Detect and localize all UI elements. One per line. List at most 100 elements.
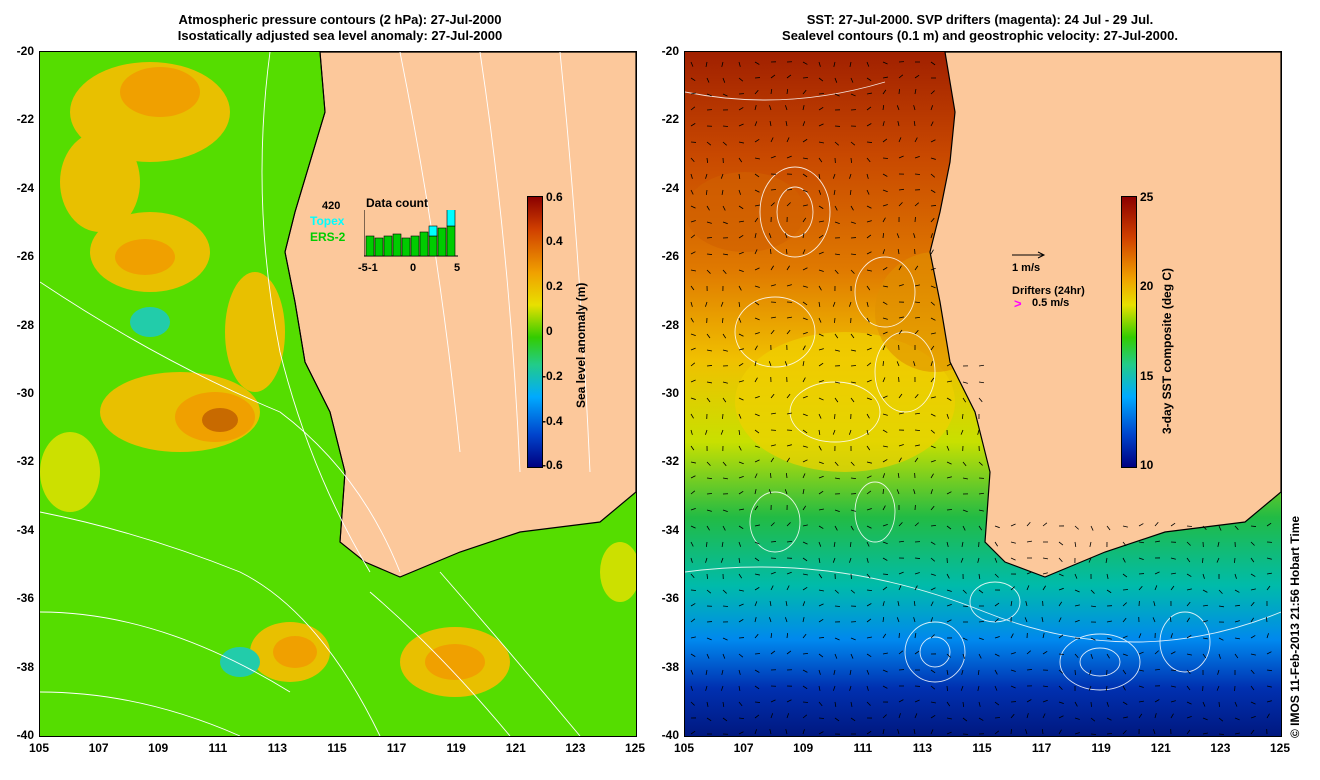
velocity-arrow (994, 618, 999, 623)
velocity-arrow (690, 234, 696, 239)
velocity-arrow (1216, 685, 1220, 691)
velocity-arrow (802, 601, 806, 607)
velocity-arrow (1090, 701, 1092, 708)
inset-bar-ers (410, 235, 420, 257)
inset-bar-ers (401, 237, 411, 257)
velocity-arrow (930, 505, 935, 511)
inset-title: Data count (366, 196, 429, 210)
velocity-arrow (914, 457, 919, 463)
velocity-arrow (1234, 701, 1238, 707)
velocity-arrow (962, 605, 969, 608)
velocity-arrow (866, 730, 872, 735)
velocity-arrow (1138, 685, 1144, 688)
velocity-arrow (994, 541, 998, 547)
velocity-arrow (1090, 525, 1094, 531)
velocity-arrow (1170, 685, 1176, 688)
velocity-arrow (930, 121, 934, 127)
velocity-arrow (898, 412, 904, 415)
velocity-arrow (1202, 701, 1206, 707)
velocity-arrow (1122, 716, 1128, 719)
velocity-arrow (690, 317, 694, 323)
inset-xtick-0: -5 (358, 262, 368, 274)
velocity-arrow (1058, 573, 1064, 577)
velocity-arrow (818, 141, 824, 144)
velocity-arrow (818, 413, 822, 419)
velocity-arrow (832, 173, 836, 179)
velocity-arrow (818, 234, 824, 239)
velocity-arrow (930, 345, 935, 351)
velocity-arrow (720, 429, 724, 435)
velocity-arrow (690, 106, 696, 111)
velocity-arrow (1122, 730, 1127, 735)
right-xtick: 111 (853, 741, 873, 755)
velocity-arrow (978, 573, 981, 580)
velocity-arrow (834, 269, 839, 274)
velocity-arrow (802, 557, 808, 562)
left-ytick: -40 (16, 728, 34, 742)
velocity-arrow (1042, 633, 1045, 639)
velocity-arrow (802, 573, 808, 576)
velocity-arrow (818, 445, 822, 451)
velocity-arrow (898, 155, 904, 159)
right-map-panel (684, 51, 1282, 737)
velocity-arrow (897, 601, 900, 607)
velocity-arrow (849, 669, 852, 675)
velocity-arrow (850, 381, 856, 384)
velocity-arrow (706, 637, 712, 641)
velocity-arrow (1186, 715, 1192, 719)
velocity-arrow (1234, 717, 1240, 721)
velocity-arrow (866, 301, 869, 307)
velocity-arrow (914, 699, 920, 703)
velocity-arrow (930, 701, 936, 704)
velocity-arrow (898, 650, 904, 655)
velocity-arrow (818, 333, 824, 337)
velocity-arrow (930, 157, 936, 160)
velocity-arrow (896, 233, 900, 239)
velocity-arrow (1138, 669, 1144, 672)
velocity-arrow (802, 669, 808, 673)
velocity-arrow (1138, 557, 1144, 561)
velocity-arrow (1010, 713, 1015, 719)
velocity-arrow (1218, 653, 1221, 659)
velocity-arrow (1090, 653, 1093, 659)
velocity-arrow (818, 189, 822, 195)
velocity-arrow (818, 637, 825, 639)
velocity-arrow (898, 699, 904, 703)
velocity-arrow (994, 653, 1000, 657)
velocity-arrow (818, 589, 824, 592)
velocity-arrow (690, 603, 696, 607)
velocity-arrow (786, 457, 791, 463)
velocity-arrow (738, 445, 742, 451)
velocity-arrow (1105, 557, 1108, 563)
velocity-arrow (1154, 668, 1161, 671)
velocity-arrow (738, 77, 744, 82)
velocity-arrow (866, 490, 872, 495)
velocity-arrow (1202, 589, 1208, 593)
right-cbar-tick-3: 10 (1140, 458, 1154, 472)
velocity-arrow (690, 557, 693, 563)
velocity-arrow (882, 541, 888, 545)
velocity-arrow (1122, 525, 1128, 528)
inset-xtick-2: 0 (410, 262, 417, 274)
velocity-arrow (850, 269, 855, 274)
velocity-arrow (1026, 540, 1032, 543)
velocity-arrow (785, 472, 788, 479)
velocity-arrow (770, 316, 776, 319)
velocity-arrow (754, 669, 760, 673)
velocity-arrow (882, 459, 888, 463)
velocity-arrow (866, 636, 872, 639)
velocity-arrow (705, 541, 708, 548)
velocity-arrow (1218, 701, 1220, 708)
velocity-arrow (834, 253, 841, 256)
velocity-arrow (930, 413, 936, 417)
velocity-arrow (754, 189, 760, 193)
velocity-arrow (770, 650, 776, 655)
velocity-arrow (978, 653, 982, 659)
velocity-arrow (690, 475, 696, 479)
velocity-arrow (690, 618, 696, 623)
velocity-arrow (722, 77, 726, 83)
velocity-arrow (802, 138, 808, 143)
right-colorbar (1121, 196, 1137, 468)
velocity-arrow (690, 508, 696, 511)
velocity-arrow (1266, 633, 1269, 639)
